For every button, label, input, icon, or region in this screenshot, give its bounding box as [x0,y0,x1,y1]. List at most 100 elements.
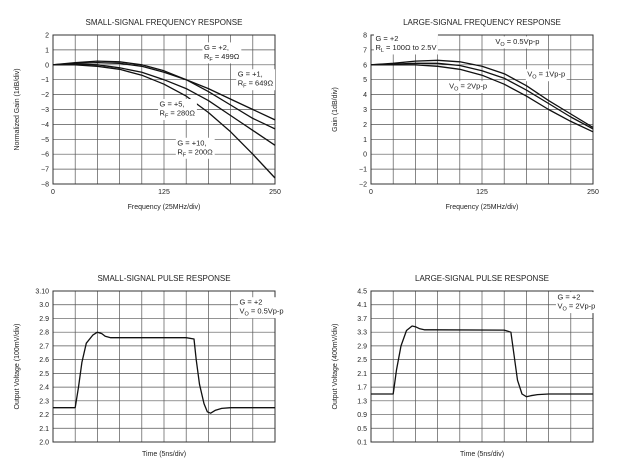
y-tick-label: 2 [45,33,49,40]
annotation-text: G = +2 [557,293,580,302]
y-tick-label: 6 [363,62,367,69]
x-tick-label: 125 [476,189,488,196]
y-tick-label: −2 [41,92,49,99]
y-tick-label: 1 [363,137,367,144]
annotation-3: G = +5,RF = 280Ω [158,99,197,121]
annotation-text: VO = 0.5Vp-p [495,37,539,48]
y-tick-label: −1 [359,167,367,174]
y-axis-label: Output Voltage (400mV/div) [332,324,339,410]
x-axis-label: Frequency (25MHz/div) [446,204,519,211]
annotation-1: G = +2RL = 100Ω to 2.5V [373,33,438,55]
y-tick-label: 2.1 [39,426,49,433]
x-tick-label: 125 [158,189,170,196]
annotation-4: G = +10,RF = 200Ω [175,137,215,159]
series-line-3 [52,63,276,146]
y-tick-label: 8 [363,33,367,40]
y-tick-label: 2.5 [357,357,367,364]
annotation-background [237,297,286,319]
y-tick-label: 2.0 [39,440,49,447]
chart-panel-3: 3.10 3.0 2.9 2.8 2.7 2.6 2.5 2.4 2.3 2.2 2.1 2.0 SMA… [14,274,286,458]
chart-title: LARGE-SIGNAL PULSE RESPONSE [415,274,549,283]
x-tick-label: 250 [269,189,281,196]
y-tick-label: 3.3 [357,330,367,337]
y-tick-label: −6 [41,152,49,159]
annotation-text: RF = 499Ω [204,52,240,63]
annotation-1: G = +2,RF = 499Ω [202,42,242,64]
y-tick-label: 2.8 [39,330,49,337]
annotation-2: G = +1,RF = 649Ω [236,69,276,91]
chart-title: SMALL-SIGNAL PULSE RESPONSE [97,274,230,283]
y-tick-label: 0 [363,152,367,159]
y-tick-label: 2.9 [39,316,49,323]
x-tick-label: 250 [587,189,599,196]
series-line-2 [370,62,594,130]
y-tick-label: 4.1 [357,302,367,309]
annotation-2: VO = 0.5Vp-p [493,36,541,49]
y-tick-label: 2.9 [357,343,367,350]
series-line-1 [370,59,594,128]
plot-frame [52,34,276,185]
x-tick-label: 0 [369,189,373,196]
y-tick-label: 1 [45,47,49,54]
plot-frame [52,290,276,443]
y-tick-label: 2.4 [39,385,49,392]
x-axis-label: Time (5ns/div) [460,451,504,458]
x-axis-label: Frequency (25MHz/div) [128,204,201,211]
y-tick-label: −4 [41,122,49,129]
series-line-2 [52,60,276,130]
annotation-background [555,292,597,314]
y-axis-label: Normalized Gain (1dB/div) [14,68,21,150]
series-line-3 [371,64,594,133]
y-tick-label: 0.1 [357,440,367,447]
y-tick-label: 1.3 [357,398,367,405]
annotation-text: G = +2 [375,34,398,43]
annotation-text: G = +1, [238,70,263,79]
annotation-text: RL = 100Ω to 2.5V [375,43,436,54]
y-tick-label: 0.5 [357,426,367,433]
y-tick-label: 2.5 [39,371,49,378]
annotation-background [175,137,215,159]
y-tick-label: 3.7 [357,316,367,323]
y-tick-label: 0 [45,62,49,69]
series-line-4 [53,64,276,179]
x-tick-label: 0 [51,189,55,196]
y-tick-label: −2 [359,182,367,189]
annotation-text: VO = 2Vp-p [449,82,487,93]
annotation-1: G = +2VO = 0.5Vp-p [237,297,286,319]
annotation-text: RF = 649Ω [238,79,274,90]
y-tick-label: 2.3 [39,398,49,405]
y-tick-label: 2.7 [39,343,49,350]
annotation-text: RF = 280Ω [160,109,196,120]
y-tick-label: −8 [41,182,49,189]
annotation-background [158,99,197,121]
series-line-1 [53,331,275,414]
chart-title: SMALL-SIGNAL FREQUENCY RESPONSE [86,18,243,27]
annotation-background [493,36,541,49]
plot-frame [370,290,594,443]
annotation-text: G = +10, [177,138,206,147]
annotation-background [236,69,276,91]
chart-panel-4: 4.5 4.1 3.7 3.3 2.9 2.5 2.1 1.7 1.3 0.9 0.5 0.1 LARG… [332,274,597,458]
y-tick-label: −1 [41,77,49,84]
annotation-text: G = +2, [204,43,229,52]
y-tick-label: 4 [363,92,367,99]
y-tick-label: −3 [41,107,49,114]
y-tick-label: 2.6 [39,357,49,364]
annotation-text: RF = 200Ω [177,147,213,158]
y-tick-label: −5 [41,137,49,144]
annotation-1: G = +2VO = 2Vp-p [555,292,597,314]
y-tick-label: −7 [41,167,49,174]
x-axis-label: Time (5ns/div) [142,451,186,458]
annotation-background [373,33,438,55]
annotation-3: VO = 1Vp-p [525,69,567,82]
annotation-4: VO = 2Vp-p [447,81,489,94]
y-tick-label: 3.0 [39,302,49,309]
y-tick-label: 2 [363,122,367,129]
annotation-background [447,81,489,94]
y-tick-label: 7 [363,47,367,54]
y-tick-label: 3 [363,107,367,114]
annotation-background [525,69,567,82]
